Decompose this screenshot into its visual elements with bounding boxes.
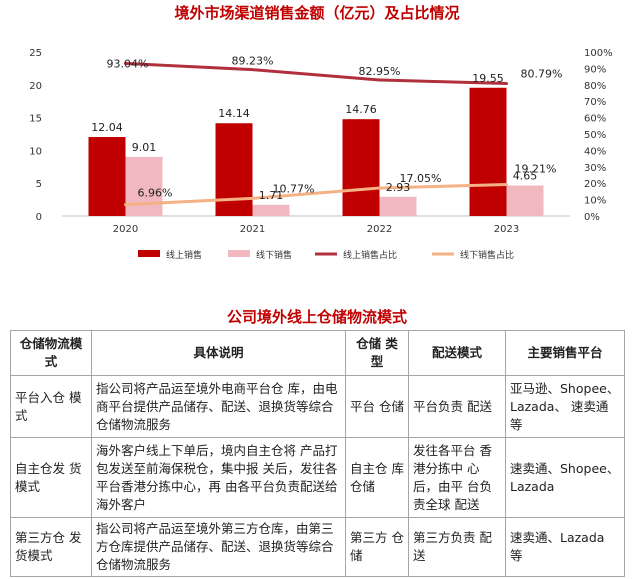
bar: [469, 87, 507, 216]
x-tick-label: 2021: [240, 224, 265, 235]
data-label: 82.95%: [359, 65, 401, 78]
y2-tick-label: 90%: [584, 64, 606, 75]
y2-tick-label: 100%: [584, 48, 613, 59]
bar: [379, 196, 417, 216]
y-tick-label: 25: [29, 48, 42, 59]
y2-tick-label: 30%: [584, 163, 606, 174]
cell-mode: 自主仓发 货模式: [10, 437, 92, 518]
y2-tick-label: 40%: [584, 146, 606, 157]
data-label: 14.76: [345, 103, 377, 116]
header-delivery-mode: 配送模式: [408, 330, 506, 376]
cell-mode: 平台入仓 模式: [10, 375, 92, 438]
y-tick-label: 0: [36, 212, 42, 223]
data-label: 6.96%: [138, 187, 173, 200]
y-tick-label: 10: [29, 146, 42, 157]
x-tick-label: 2023: [494, 224, 519, 235]
series-line: [124, 61, 508, 86]
y2-tick-label: 0%: [584, 212, 600, 223]
bar: [342, 119, 380, 216]
data-label: 93.04%: [107, 57, 149, 70]
cell-description: 海外客户线上下单后，境内自主仓将 产品打包发送至前海保税仓，集中报 关后，发往各…: [91, 437, 346, 518]
header-platforms: 主要销售平台: [505, 330, 625, 376]
data-label: 14.14: [218, 107, 250, 120]
cell-mode: 第三方仓 发货模式: [10, 517, 92, 577]
y2-tick-label: 50%: [584, 130, 606, 141]
legend-swatch: [228, 250, 250, 257]
cell-platforms: 亚马逊、Shopee、Lazada、 速卖通等: [505, 375, 625, 438]
cell-delivery-mode: 平台负责 配送: [408, 375, 506, 438]
series-line: [124, 182, 508, 207]
table-title: 公司境外线上仓储物流模式: [226, 308, 407, 326]
data-label: 19.55: [472, 72, 504, 85]
legend-label: 线下销售: [256, 249, 292, 261]
data-label: 10.77%: [273, 182, 315, 195]
data-label: 12.04: [91, 121, 123, 134]
header-storage-type: 仓储 类型: [345, 330, 409, 376]
header-description: 具体说明: [91, 330, 346, 376]
x-tick-label: 2022: [367, 224, 392, 235]
table-row: 自主仓发 货模式 海外客户线上下单后，境内自主仓将 产品打包发送至前海保税仓，集…: [10, 437, 625, 518]
legend-label: 线下销售占比: [460, 249, 514, 261]
y2-tick-label: 20%: [584, 179, 606, 190]
y2-tick-label: 80%: [584, 81, 606, 92]
cell-storage-type: 平台 仓储: [345, 375, 409, 438]
data-label: 89.23%: [232, 55, 274, 68]
cell-description: 指公司将产品运至境外第三方仓库，由第三方仓库提供产品储存、配送、退换货等综合仓储…: [91, 517, 346, 577]
legend-label: 线上销售: [166, 249, 202, 261]
logistics-table: 仓储物流模式 具体说明 仓储 类型 配送模式 主要销售平台 平台入仓 模式 指公…: [10, 330, 625, 577]
bar: [506, 185, 544, 216]
table-row: 平台入仓 模式 指公司将产品运至境外电商平台仓 库，由电商平台提供产品储存、配送…: [10, 375, 625, 438]
cell-delivery-mode: 发往各平台 香港分拣中 心后，由平 台负责全球 配送: [408, 437, 506, 518]
data-label: 9.01: [132, 141, 157, 154]
bar: [125, 156, 163, 216]
bar: [215, 123, 253, 216]
y2-tick-label: 10%: [584, 196, 606, 207]
x-tick-label: 2020: [113, 224, 138, 235]
header-mode: 仓储物流模式: [10, 330, 92, 376]
data-label: 4.65: [513, 169, 538, 182]
bar: [88, 137, 126, 216]
bar: [252, 204, 290, 216]
data-label: 17.05%: [400, 172, 442, 185]
cell-storage-type: 自主仓 库仓储: [345, 437, 409, 518]
y2-tick-label: 60%: [584, 114, 606, 125]
cell-storage-type: 第三方 仓储: [345, 517, 409, 577]
y2-tick-label: 70%: [584, 97, 606, 108]
data-label: 80.79%: [521, 68, 563, 81]
data-label: 1.71: [259, 189, 284, 202]
data-label: 2.93: [386, 181, 411, 194]
table-header-row: 仓储物流模式 具体说明 仓储 类型 配送模式 主要销售平台: [10, 330, 625, 376]
cell-delivery-mode: 第三方负责 配送: [408, 517, 506, 577]
sales-chart: 0 5 10 15 20 25 0% 10% 20% 30% 40% 50% 60% 70% 80% 90% 1…: [29, 48, 613, 261]
data-label: 19.21%: [515, 162, 557, 175]
cell-description: 指公司将产品运至境外电商平台仓 库，由电商平台提供产品储存、配送、退换货等综合仓…: [91, 375, 346, 438]
y-tick-label: 5: [36, 179, 42, 190]
cell-platforms: 速卖通、Lazada 等: [505, 517, 625, 577]
cell-platforms: 速卖通、Shopee、Lazada: [505, 437, 625, 518]
legend-label: 线上销售占比: [343, 249, 397, 261]
legend-swatch: [138, 250, 160, 257]
chart-title: 境外市场渠道销售金额（亿元）及占比情况: [174, 4, 460, 22]
y-tick-label: 15: [29, 114, 42, 125]
y-tick-label: 20: [29, 81, 42, 92]
table-row: 第三方仓 发货模式 指公司将产品运至境外第三方仓库，由第三方仓库提供产品储存、配…: [10, 517, 625, 577]
